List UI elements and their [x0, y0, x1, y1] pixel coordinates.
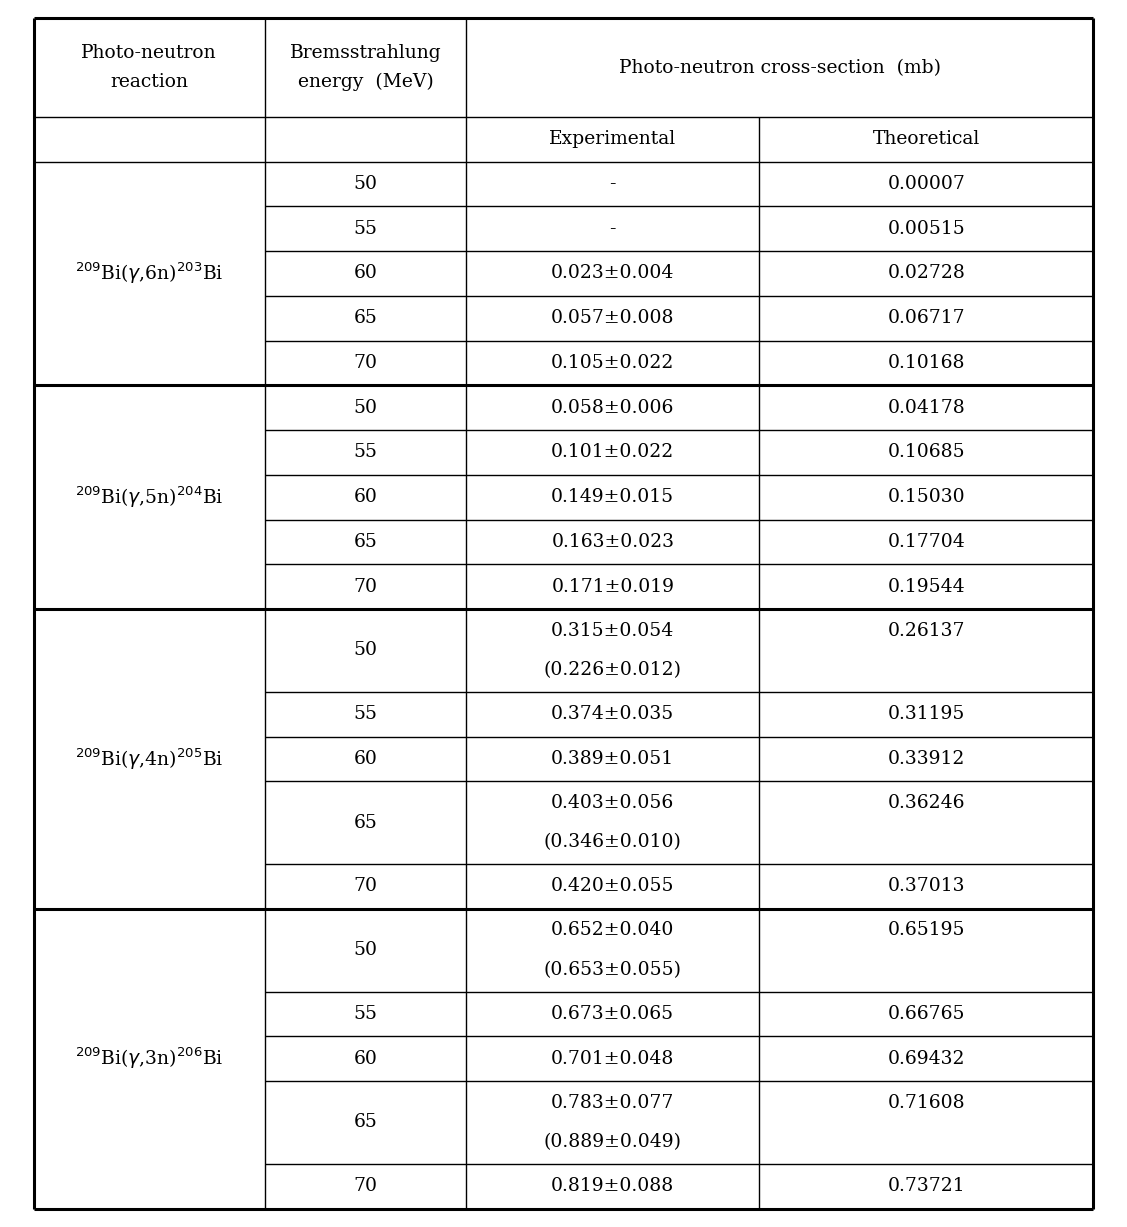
- Text: 0.105±0.022: 0.105±0.022: [551, 353, 674, 372]
- Text: 0.057±0.008: 0.057±0.008: [551, 309, 675, 328]
- Text: Bremsstrahlung: Bremsstrahlung: [290, 44, 441, 61]
- Text: 0.819±0.088: 0.819±0.088: [551, 1177, 674, 1195]
- Text: 0.33912: 0.33912: [888, 750, 965, 768]
- Text: 0.171±0.019: 0.171±0.019: [551, 578, 674, 595]
- Text: 0.04178: 0.04178: [887, 399, 965, 417]
- Text: (0.346±0.010): (0.346±0.010): [544, 833, 682, 852]
- Text: 0.420±0.055: 0.420±0.055: [551, 877, 675, 896]
- Text: -: -: [610, 220, 616, 238]
- Text: Photo-neutron: Photo-neutron: [81, 44, 218, 61]
- Text: 0.69432: 0.69432: [888, 1050, 965, 1067]
- Text: 0.403±0.056: 0.403±0.056: [551, 794, 674, 812]
- Text: 0.783±0.077: 0.783±0.077: [551, 1093, 674, 1112]
- Text: Theoretical: Theoretical: [872, 130, 980, 148]
- Text: 0.163±0.023: 0.163±0.023: [551, 533, 674, 551]
- Text: 0.15030: 0.15030: [888, 488, 965, 507]
- Text: 60: 60: [354, 488, 378, 507]
- Text: 0.00515: 0.00515: [887, 220, 965, 238]
- Text: 0.10168: 0.10168: [888, 353, 965, 372]
- Text: 0.023±0.004: 0.023±0.004: [551, 265, 674, 282]
- Text: 0.701±0.048: 0.701±0.048: [551, 1050, 674, 1067]
- Text: 0.71608: 0.71608: [888, 1093, 965, 1112]
- Text: 65: 65: [354, 1113, 378, 1131]
- Text: 0.10685: 0.10685: [888, 443, 965, 461]
- Text: 55: 55: [354, 443, 378, 461]
- Text: 70: 70: [354, 578, 378, 595]
- Text: energy  (MeV): energy (MeV): [298, 74, 433, 92]
- Text: 60: 60: [354, 1050, 378, 1067]
- Text: 0.374±0.035: 0.374±0.035: [551, 706, 674, 723]
- Text: 0.36246: 0.36246: [888, 794, 965, 812]
- Text: 0.06717: 0.06717: [888, 309, 965, 328]
- Text: 70: 70: [354, 877, 378, 896]
- Text: 65: 65: [354, 309, 378, 328]
- Text: reaction: reaction: [110, 74, 188, 91]
- Text: Photo-neutron cross-section  (mb): Photo-neutron cross-section (mb): [619, 59, 941, 76]
- Text: $^{209}$Bi($\gamma$,3n)$^{206}$Bi: $^{209}$Bi($\gamma$,3n)$^{206}$Bi: [76, 1045, 223, 1071]
- Text: 70: 70: [354, 1177, 378, 1195]
- Text: 70: 70: [354, 353, 378, 372]
- Text: 55: 55: [354, 220, 378, 238]
- Text: $^{209}$Bi($\gamma$,5n)$^{204}$Bi: $^{209}$Bi($\gamma$,5n)$^{204}$Bi: [76, 485, 223, 510]
- Text: 0.149±0.015: 0.149±0.015: [551, 488, 674, 507]
- Text: 0.73721: 0.73721: [888, 1177, 965, 1195]
- Text: 0.058±0.006: 0.058±0.006: [551, 399, 674, 417]
- Text: 0.37013: 0.37013: [888, 877, 965, 896]
- Text: 60: 60: [354, 265, 378, 282]
- Text: 0.101±0.022: 0.101±0.022: [551, 443, 674, 461]
- Text: 0.315±0.054: 0.315±0.054: [551, 622, 674, 639]
- Text: (0.226±0.012): (0.226±0.012): [543, 661, 682, 680]
- Text: 50: 50: [354, 642, 378, 659]
- Text: 0.02728: 0.02728: [887, 265, 965, 282]
- Text: 65: 65: [354, 533, 378, 551]
- Text: 65: 65: [354, 814, 378, 832]
- Text: 50: 50: [354, 941, 378, 960]
- Text: $^{209}$Bi($\gamma$,6n)$^{203}$Bi: $^{209}$Bi($\gamma$,6n)$^{203}$Bi: [76, 260, 223, 286]
- Text: $^{209}$Bi($\gamma$,4n)$^{205}$Bi: $^{209}$Bi($\gamma$,4n)$^{205}$Bi: [76, 746, 223, 772]
- Text: 0.31195: 0.31195: [888, 706, 965, 723]
- Text: -: -: [610, 175, 616, 193]
- Text: 0.19544: 0.19544: [888, 578, 965, 595]
- Text: 0.26137: 0.26137: [888, 622, 965, 639]
- Text: 50: 50: [354, 399, 378, 417]
- Text: Experimental: Experimental: [549, 130, 676, 148]
- Text: 0.00007: 0.00007: [887, 175, 965, 193]
- Text: 55: 55: [354, 706, 378, 723]
- Text: 0.17704: 0.17704: [887, 533, 965, 551]
- Text: 0.673±0.065: 0.673±0.065: [551, 1005, 674, 1023]
- Text: (0.889±0.049): (0.889±0.049): [543, 1134, 682, 1151]
- Text: 50: 50: [354, 175, 378, 193]
- Text: 0.652±0.040: 0.652±0.040: [551, 921, 674, 940]
- Text: 55: 55: [354, 1005, 378, 1023]
- Text: (0.653±0.055): (0.653±0.055): [543, 961, 682, 979]
- Text: 0.65195: 0.65195: [888, 921, 965, 940]
- Text: 60: 60: [354, 750, 378, 768]
- Text: 0.389±0.051: 0.389±0.051: [551, 750, 674, 768]
- Text: 0.66765: 0.66765: [888, 1005, 965, 1023]
